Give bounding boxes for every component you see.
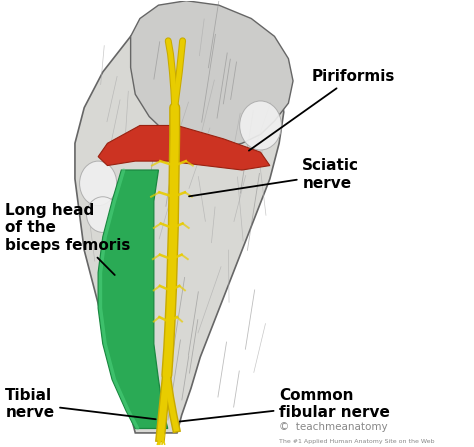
Text: Piriformis: Piriformis bbox=[249, 69, 395, 151]
Text: ©  teachmeanatomy: © teachmeanatomy bbox=[279, 422, 388, 432]
Polygon shape bbox=[98, 126, 270, 170]
Polygon shape bbox=[98, 170, 168, 429]
Text: Tibial
nerve: Tibial nerve bbox=[5, 388, 156, 420]
Text: Common
fibular nerve: Common fibular nerve bbox=[180, 388, 390, 422]
Ellipse shape bbox=[240, 101, 282, 150]
Polygon shape bbox=[131, 1, 293, 148]
Polygon shape bbox=[75, 14, 284, 433]
Text: Sciatic
nerve: Sciatic nerve bbox=[189, 158, 359, 196]
Ellipse shape bbox=[87, 197, 119, 232]
Text: Long head
of the
biceps femoris: Long head of the biceps femoris bbox=[5, 203, 131, 275]
Ellipse shape bbox=[80, 161, 117, 206]
Text: The #1 Applied Human Anatomy Site on the Web: The #1 Applied Human Anatomy Site on the… bbox=[279, 439, 435, 444]
